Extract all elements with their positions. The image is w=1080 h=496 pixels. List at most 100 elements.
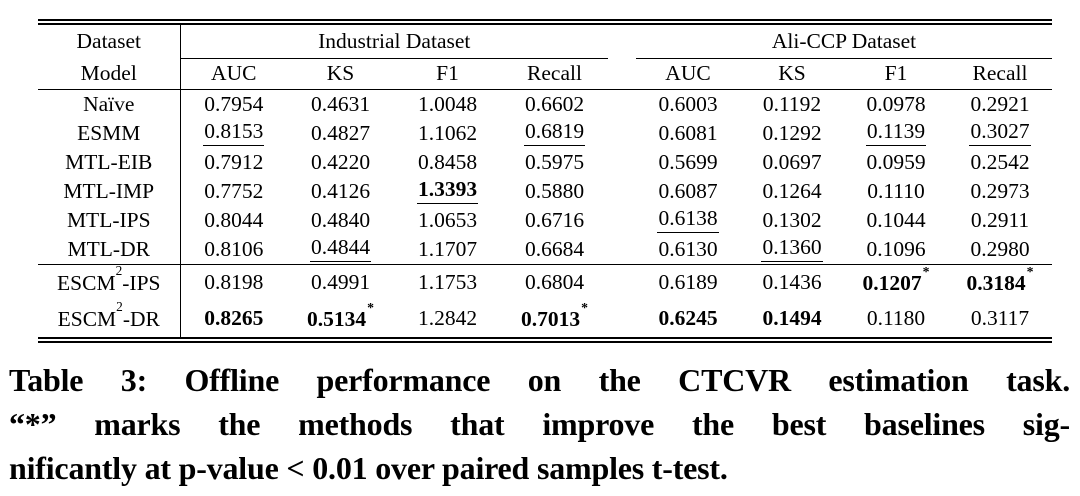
column-gap-spacer [608, 119, 636, 148]
metric-value: 0.7912 [204, 149, 264, 174]
model-name: MTL-IPS [38, 206, 181, 235]
metric-value: 0.2921 [970, 91, 1030, 116]
metric-header-auc: AUC [180, 58, 287, 90]
metric-value: 0.1360 [740, 235, 844, 265]
metric-value: 0.1292 [762, 120, 822, 145]
metric-value: 0.4840 [310, 207, 371, 232]
metric-value: 0.7752 [204, 178, 264, 203]
metric-value: 0.1096 [844, 235, 948, 265]
metric-value: 0.8044 [204, 207, 264, 232]
caption-line: Table 3: Offline performance on the CTCV… [9, 362, 1070, 398]
column-gap-spacer [608, 148, 636, 177]
metric-header-ks: KS [287, 58, 394, 90]
column-gap-spacer [608, 90, 636, 120]
metric-value: 0.6003 [658, 91, 718, 116]
table-row: ESCM2-IPS 0.8198 0.4991 1.1753 0.6804 0.6189 0… [38, 263, 1052, 301]
metric-value: 0.8198 [204, 270, 264, 295]
metric-value: 0.0978 [866, 91, 926, 116]
metric-header-f1: F1 [844, 58, 948, 90]
metric-value: 0.1180 [866, 306, 926, 331]
metric-value: 1.3393 [394, 177, 501, 206]
paper-table-figure: Dataset Industrial Dataset Ali-CCP Datas… [0, 19, 1080, 496]
model-name: MTL-DR [38, 235, 181, 265]
metric-value: 0.4220 [310, 149, 371, 174]
table-row: ESCM2-DR 0.8265 0.5134* 1.2842 0.7013* 0.6245… [38, 299, 1052, 340]
column-gap-spacer [608, 58, 636, 90]
metric-value: 0.6684 [501, 235, 608, 265]
metric-header-ks: KS [740, 58, 844, 90]
metric-value: 0.4991 [310, 270, 371, 295]
significance-asterisk: * [367, 299, 374, 315]
metric-value: 0.5699 [658, 149, 718, 174]
model-name: ESCM2-DR [38, 300, 181, 340]
model-name: ESCM2-IPS [38, 264, 181, 301]
metric-value: 0.2911 [970, 207, 1030, 232]
group-header-aliccp: Ali-CCP Dataset [636, 22, 1053, 59]
metric-value: 1.1753 [417, 270, 478, 295]
metric-value: 0.6081 [658, 120, 718, 145]
group-header-row: Dataset Industrial Dataset Ali-CCP Datas… [38, 22, 1053, 59]
metric-header-recall: Recall [948, 58, 1053, 90]
metric-value: 0.2542 [970, 149, 1030, 174]
table-row: MTL-IPS 0.8044 0.4840 1.0653 0.6716 0.6138 0.1… [38, 206, 1052, 235]
metric-value: 0.6130 [636, 235, 740, 265]
metric-value: 0.5134* [307, 299, 374, 332]
metric-value: 0.0697 [762, 149, 822, 174]
column-gap-spacer [608, 22, 636, 59]
metric-value: 0.8106 [180, 235, 287, 265]
metric-value: 0.7954 [204, 91, 264, 116]
group-header-industrial: Industrial Dataset [180, 22, 608, 59]
results-table: Dataset Industrial Dataset Ali-CCP Datas… [38, 19, 1053, 343]
table-caption: Table 3: Offline performance on the CTCV… [9, 358, 1070, 490]
metric-header-row: Model AUC KS F1 Recall AUC KS F1 Recall [38, 58, 1053, 90]
metric-value: 0.7013* [521, 299, 588, 332]
metric-value: 0.1110 [867, 178, 925, 203]
metric-value: 0.4126 [310, 178, 371, 203]
metric-value: 0.1494 [762, 306, 822, 331]
metric-value: 1.0653 [417, 207, 478, 232]
metric-value: 0.5975 [524, 149, 585, 174]
significance-asterisk: * [581, 299, 588, 315]
metric-value: 0.6087 [658, 178, 718, 203]
metric-value: 0.3117 [970, 306, 1030, 331]
metric-value: 0.1192 [762, 91, 822, 116]
corner-dataset-label: Dataset [38, 22, 181, 59]
metric-value: 0.3184* [966, 263, 1034, 296]
metric-value: 0.1044 [866, 207, 926, 232]
metric-value: 0.6245 [658, 306, 718, 331]
column-gap-spacer [608, 206, 636, 235]
metric-value: 1.1062 [417, 120, 478, 145]
metric-header-auc: AUC [636, 58, 740, 90]
caption-line: “*” marks the methods that improve the b… [9, 406, 1070, 442]
metric-value: 0.8265 [204, 306, 264, 331]
metric-value: 0.5880 [524, 178, 585, 203]
metric-value: 0.8458 [417, 149, 478, 174]
metric-value: 0.1302 [762, 207, 822, 232]
metric-value: 0.6138 [636, 206, 740, 235]
metric-value: 0.4827 [310, 120, 371, 145]
table-row: Naïve 0.7954 0.4631 1.0048 0.6602 0.6003 0.119… [38, 89, 1052, 120]
table-row: MTL-IMP 0.7752 0.4126 1.3393 0.5880 0.6087 0.1… [38, 177, 1052, 206]
metric-value: 0.6819 [501, 119, 608, 148]
column-gap-spacer [608, 235, 636, 265]
model-name: Naïve [38, 89, 181, 119]
column-gap-spacer [608, 177, 636, 206]
metric-value: 0.0959 [866, 149, 926, 174]
metric-value: 0.1207* [862, 263, 930, 296]
metric-value: 0.3027 [948, 119, 1052, 148]
metric-header-f1: F1 [394, 58, 501, 90]
metric-value: 1.0048 [417, 91, 478, 116]
metric-value: 0.6602 [524, 91, 585, 116]
metric-value: 0.2980 [948, 235, 1053, 265]
table-row: ESMM 0.8153 0.4827 1.1062 0.6819 0.6081 0.1292… [38, 119, 1052, 148]
column-gap-spacer [608, 301, 636, 340]
model-name: ESMM [38, 119, 181, 148]
table-body: Naïve 0.7954 0.4631 1.0048 0.6602 0.6003 0.119… [38, 89, 1053, 340]
metric-value: 0.4631 [310, 91, 371, 116]
significance-asterisk: * [922, 263, 930, 279]
metric-value: 1.2842 [417, 306, 478, 331]
model-name: MTL-EIB [38, 148, 181, 177]
metric-value: 0.4844 [287, 235, 394, 265]
table-row: MTL-DR 0.8106 0.4844 1.1707 0.6684 0.6130 0.13… [38, 235, 1053, 265]
metric-value: 0.6716 [524, 207, 585, 232]
